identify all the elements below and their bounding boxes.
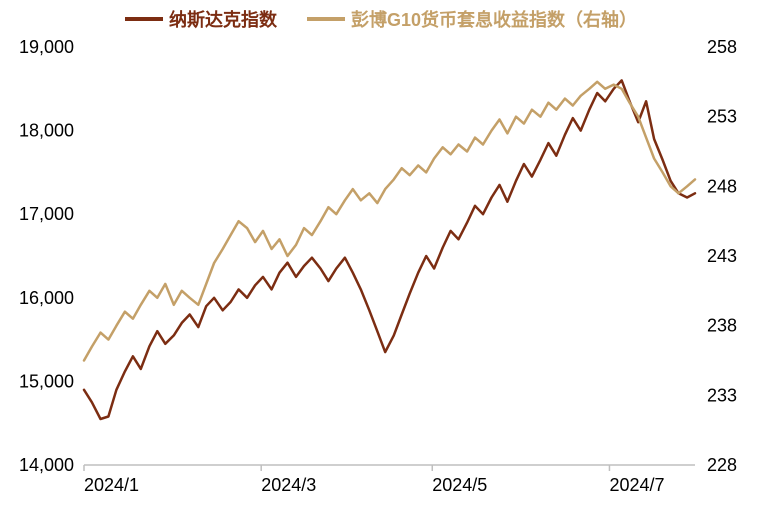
y-right-tick-label: 248 <box>707 176 737 196</box>
y-right-tick-label: 253 <box>707 107 737 127</box>
x-tick-label: 2024/7 <box>609 475 664 495</box>
y-left-tick-label: 17,000 <box>19 204 74 224</box>
x-tick-label: 2024/1 <box>84 475 139 495</box>
y-left-tick-label: 16,000 <box>19 288 74 308</box>
series-line <box>84 82 695 361</box>
y-right-tick-label: 258 <box>707 37 737 57</box>
chart-svg: 2024/1 2024/3 2024/5 2024/7 14,000 15,000 16,0… <box>0 0 762 511</box>
y-left-tick-label: 19,000 <box>19 37 74 57</box>
y-left-tick-label: 18,000 <box>19 121 74 141</box>
y-left-tick-label: 15,000 <box>19 371 74 391</box>
x-tick-label: 2024/5 <box>432 475 487 495</box>
y-right-tick-label: 228 <box>707 455 737 475</box>
chart-container: 纳斯达克指数 彭博G10货币套息收益指数（右轴） 2024/12024/3202… <box>0 0 762 511</box>
series-line <box>84 80 695 419</box>
y-right-tick-label: 243 <box>707 246 737 266</box>
y-right-tick-label: 238 <box>707 316 737 336</box>
y-left-tick-label: 14,000 <box>19 455 74 475</box>
x-tick-label: 2024/3 <box>261 475 316 495</box>
y-right-tick-label: 233 <box>707 385 737 405</box>
